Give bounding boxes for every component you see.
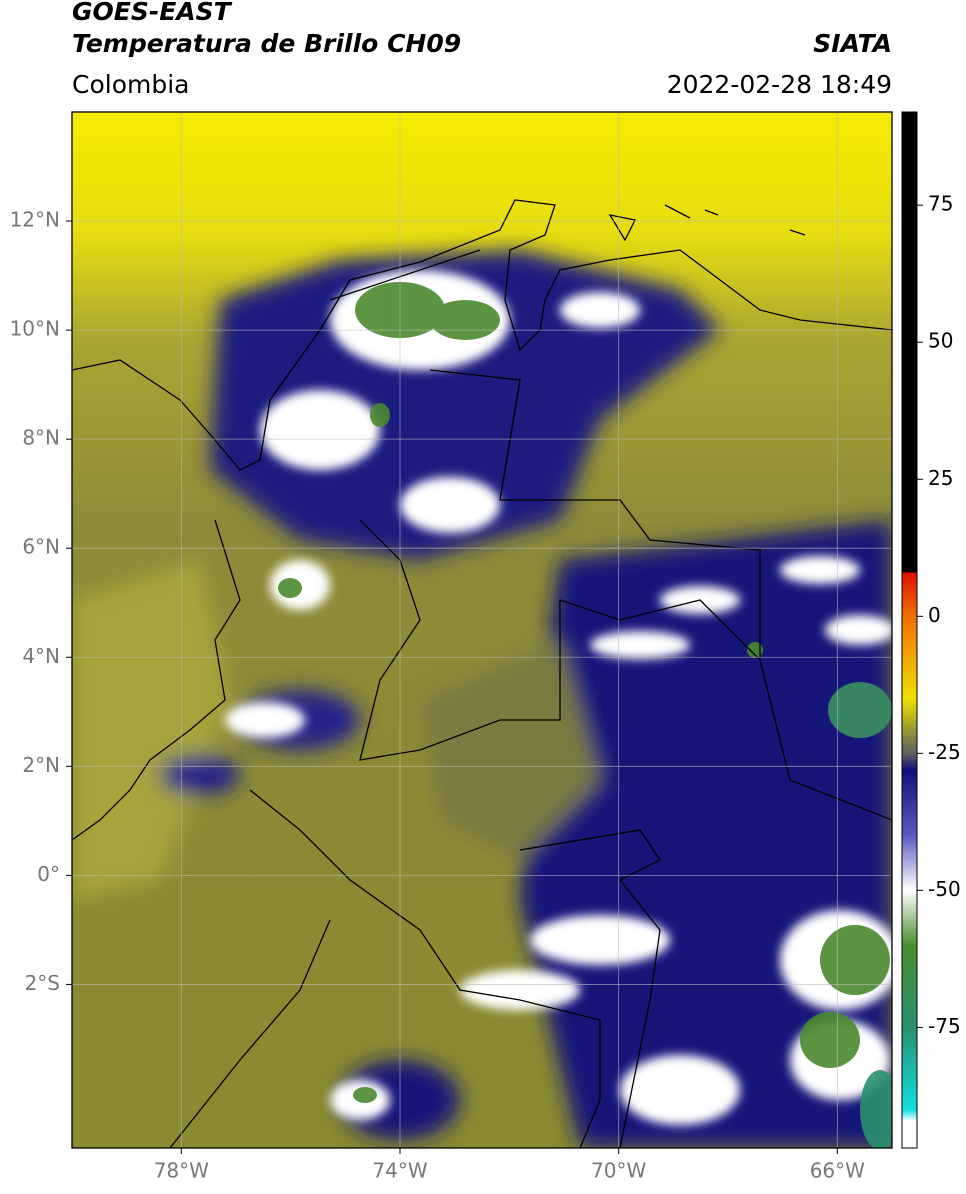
lat-tick-label: 12°N [10, 208, 60, 232]
lon-tick-label: 78°W [154, 1159, 209, 1183]
source: SIATA [813, 29, 892, 58]
graticule [72, 112, 892, 1148]
lat-tick-label: 8°N [22, 426, 60, 450]
region: Colombia [72, 70, 189, 99]
lat-tick-label: 2°N [22, 753, 60, 777]
subtitle: Temperatura de Brillo CH09 [72, 29, 461, 58]
lat-tick-label: 4°N [22, 644, 60, 668]
lat-tick-label: 0° [37, 862, 60, 886]
colorbar-tick-label: 75 [928, 192, 953, 216]
lon-tick-label: 74°W [372, 1159, 427, 1183]
colorbar-tick-label: -25 [928, 740, 961, 764]
satellite-image [72, 112, 892, 1148]
colorbar [901, 111, 918, 1149]
datetime: 2022-02-28 18:49 [667, 70, 892, 99]
colorbar-tick-label: 50 [928, 329, 953, 353]
lat-tick-label: 6°N [22, 535, 60, 559]
colorbar-tick-label: 25 [928, 466, 953, 490]
colorbar-tick-label: 0 [928, 603, 941, 627]
title: GOES-EAST [72, 0, 233, 26]
lat-tick-label: 2°S [25, 971, 60, 995]
lat-tick-label: 10°N [10, 317, 60, 341]
lon-tick-label: 66°W [810, 1159, 865, 1183]
coastlines [72, 199, 892, 1148]
lon-tick-label: 70°W [591, 1159, 646, 1183]
map-frame [71, 111, 893, 1149]
colorbar-tick-label: -50 [928, 877, 961, 901]
colorbar-tick-label: -75 [928, 1014, 961, 1038]
